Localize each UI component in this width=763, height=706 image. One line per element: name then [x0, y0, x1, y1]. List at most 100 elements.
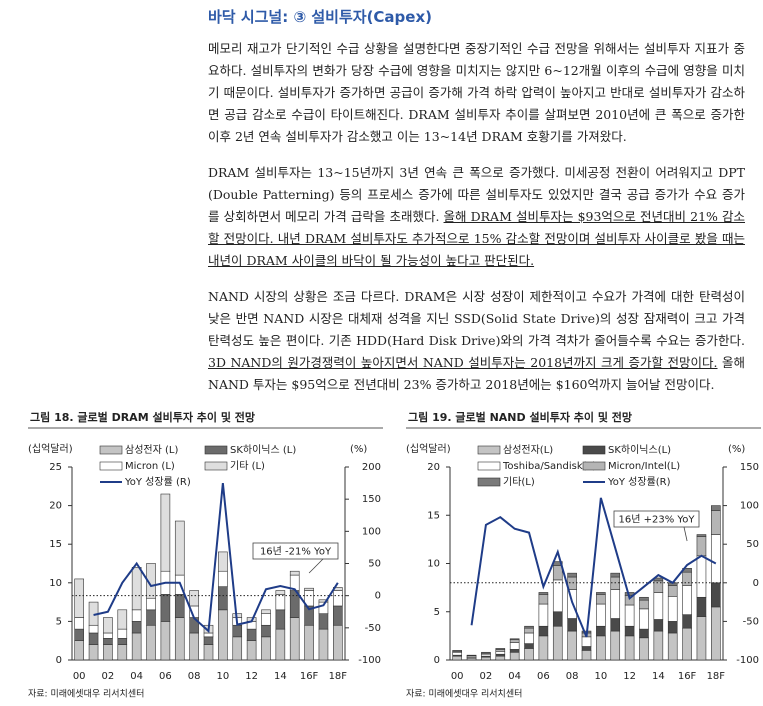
x-tick-label: 04	[130, 671, 143, 682]
bar-segment	[74, 628, 84, 641]
bar-segment	[682, 614, 692, 629]
bar-segment	[538, 592, 549, 595]
bar-segment	[146, 563, 156, 599]
bar-segment	[653, 630, 664, 661]
y2-tick-label: 200	[362, 462, 381, 473]
chart-title: 그림 19. 글로벌 NAND 설비투자 추이 및 전망	[408, 410, 632, 424]
y2-axis-label: (%)	[350, 444, 367, 455]
bar-segment	[131, 567, 142, 611]
x-tick-label: 06	[159, 671, 172, 682]
bar-segment	[103, 632, 113, 639]
bar-segment	[667, 621, 678, 634]
legend-swatch	[99, 461, 123, 471]
bar-segment	[581, 636, 592, 647]
bar-segment	[160, 621, 171, 661]
y-tick-label: 5	[56, 616, 62, 627]
annotation: 16년 -21% YoY	[260, 546, 332, 558]
source: 자료: 미래에셋대우 리서치센터	[28, 688, 144, 700]
bar-segment	[117, 628, 128, 639]
y-tick-label: 0	[434, 655, 440, 666]
bar-segment	[495, 651, 506, 655]
x-tick-label: 10	[217, 671, 230, 682]
paragraph: DRAM 설비투자는 13~15년까지 3년 연속 큰 폭으로 증가했다. 미세…	[208, 162, 745, 272]
legend-label: Micron (L)	[125, 461, 175, 472]
paragraph: NAND 시장의 상황은 조금 다르다. DRAM은 시장 성장이 제한적이고 …	[208, 286, 745, 396]
bar-segment	[103, 638, 113, 645]
bar-segment	[639, 608, 649, 630]
bar-segment	[275, 590, 286, 595]
x-tick-label: 16F	[300, 671, 319, 682]
bar-segment	[639, 599, 649, 610]
annotation-pointer	[683, 526, 688, 542]
bar-segment	[452, 650, 462, 652]
bar-segment	[261, 636, 271, 661]
legend-swatch	[477, 477, 501, 487]
bar-segment	[524, 648, 534, 661]
y-tick-label: 15	[427, 510, 440, 521]
text-segment: DRAM 설비투자는 13~15년까지 3년 연속 큰 폭으로 증가했다. 미세…	[208, 165, 745, 224]
bar-segment	[174, 520, 185, 576]
bar-segment	[246, 640, 257, 661]
bar-segment	[696, 596, 707, 617]
y2-tick-label: -100	[736, 655, 759, 666]
bar-segment	[682, 627, 692, 661]
bar-segment	[552, 611, 563, 627]
y-tick-label: 20	[427, 462, 440, 473]
annotation-box	[613, 510, 700, 528]
legend-label: 삼성전자(L)	[503, 444, 553, 456]
bar-segment	[275, 609, 286, 630]
bar-segment	[74, 578, 84, 618]
legend-swatch	[477, 445, 501, 455]
bar-segment	[538, 625, 549, 637]
legend-swatch	[204, 461, 228, 471]
text-segment: 올해 DRAM 설비투자는 $93억으로 전년대비 21% 감소할 전망이다. …	[208, 209, 745, 268]
legend-swatch	[582, 445, 606, 455]
bar-segment	[218, 609, 228, 661]
bar-segment	[304, 624, 314, 661]
bar-segment	[524, 625, 534, 629]
y2-axis-label: (%)	[728, 444, 745, 455]
legend-label: YoY 성장률 (R)	[124, 476, 191, 488]
x-tick-label: 10	[595, 671, 608, 682]
bar-segment	[509, 639, 520, 643]
y-tick-label: 20	[49, 501, 62, 512]
bar-segment	[581, 650, 592, 661]
bar-segment	[711, 510, 721, 535]
text-segment: 메모리 재고가 단기적인 수급 상황을 설명한다면 중장기적인 수급 전망을 위…	[208, 41, 745, 144]
bar-segment	[88, 632, 99, 645]
bar-segment	[552, 565, 563, 581]
bar-segment	[203, 636, 214, 645]
legend-swatch	[204, 445, 228, 455]
bar-segment	[552, 625, 563, 661]
bar-segment	[524, 632, 534, 644]
bar-segment	[189, 590, 199, 607]
bar-segment	[509, 651, 520, 661]
x-tick-label: 14	[274, 671, 287, 682]
bar-segment	[711, 606, 721, 661]
y-tick-label: 5	[434, 607, 440, 618]
bar-segment	[289, 570, 300, 576]
bar-segment	[88, 644, 99, 661]
legend-label: SK하이닉스 (L)	[230, 443, 296, 456]
bar-segment	[103, 617, 113, 634]
bar-segment	[146, 597, 156, 611]
y-tick-label: 25	[49, 462, 62, 473]
y2-tick-label: 50	[368, 559, 381, 570]
paragraph: 메모리 재고가 단기적인 수급 상황을 설명한다면 중장기적인 수급 전망을 위…	[208, 38, 745, 148]
y2-tick-label: 0	[753, 578, 759, 589]
bar-segment	[596, 594, 606, 605]
bar-segment	[610, 618, 621, 632]
bar-segment	[318, 599, 329, 603]
bar-segment	[232, 624, 243, 638]
y2-tick-label: -100	[358, 655, 381, 666]
legend-swatch	[477, 461, 501, 471]
bar-segment	[117, 644, 128, 661]
bar-segment	[275, 628, 286, 661]
bar-segment	[103, 644, 113, 661]
y-tick-label: 0	[56, 655, 62, 666]
annotation-box	[252, 542, 339, 560]
bar-segment	[567, 618, 577, 632]
bar-segment	[667, 632, 678, 661]
bar-segment	[333, 605, 343, 626]
bar-segment	[524, 627, 534, 634]
